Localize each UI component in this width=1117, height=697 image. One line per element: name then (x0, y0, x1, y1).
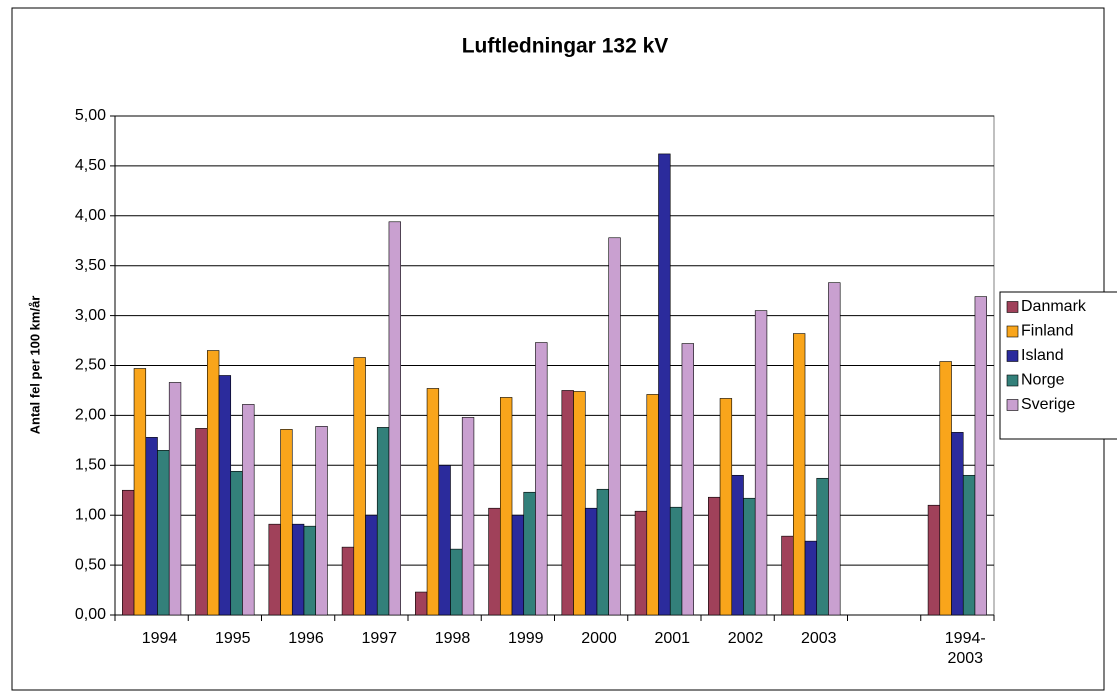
y-tick-label: 4,00 (75, 207, 106, 224)
bar (499, 397, 513, 616)
bar (523, 491, 536, 616)
bar (461, 417, 475, 616)
bar (681, 343, 694, 616)
bar (426, 388, 440, 616)
bar (268, 523, 281, 616)
x-tick-label: 2002 (727, 630, 764, 647)
bar (584, 507, 598, 616)
bar (195, 428, 208, 616)
bar (450, 548, 463, 616)
bar (596, 488, 610, 616)
bar (230, 470, 243, 616)
x-tick-label: 2000 (581, 630, 617, 647)
bar (608, 237, 621, 616)
bar (388, 221, 401, 616)
legend-swatch (1006, 301, 1019, 313)
legend-label: Sverige (1021, 396, 1075, 413)
bar (291, 523, 305, 616)
bar (781, 535, 794, 616)
legend-label: Danmark (1021, 298, 1087, 315)
bar (438, 464, 451, 616)
y-tick-label: 4,50 (75, 157, 106, 174)
legend-label: Norge (1021, 372, 1065, 389)
bar (719, 398, 733, 616)
bar (280, 429, 293, 616)
y-tick-label: 2,50 (75, 357, 106, 374)
legend-label: Finland (1021, 323, 1073, 340)
bar (951, 432, 964, 616)
x-tick-label: 1999 (507, 630, 544, 647)
legend-swatch (1006, 325, 1019, 338)
bar (743, 497, 756, 616)
y-tick-label: 0,00 (75, 606, 106, 623)
y-tick-label: 1,00 (75, 506, 106, 523)
legend-swatch (1006, 374, 1019, 387)
bar (353, 357, 366, 616)
bar (939, 361, 952, 616)
bar (816, 477, 829, 616)
legend-swatch (1006, 399, 1019, 411)
bar (365, 514, 378, 616)
bar (658, 153, 671, 616)
bar (804, 540, 818, 616)
bar (242, 404, 255, 616)
bar (206, 350, 220, 616)
bar (376, 427, 390, 616)
bar (669, 506, 683, 616)
x-tick-label: 2003 (800, 630, 837, 647)
bar (303, 525, 317, 616)
bar (535, 342, 548, 616)
bar (708, 496, 721, 616)
bar (168, 382, 182, 616)
y-tick-label: 1,50 (75, 457, 106, 474)
legend-box (999, 291, 1117, 440)
chart-title: Luftledningar 132 kV (462, 35, 669, 58)
bar (145, 437, 158, 616)
bar (731, 474, 744, 616)
y-tick-label: 2,00 (75, 407, 106, 424)
bar (754, 310, 768, 616)
bar (974, 296, 987, 616)
bar (573, 391, 586, 616)
x-tick-label: 1995 (214, 630, 251, 647)
bar (962, 474, 976, 616)
bar (315, 426, 328, 616)
y-tick-label: 0,50 (75, 556, 106, 573)
bar (122, 489, 135, 616)
bar (488, 507, 501, 616)
bar (927, 504, 941, 616)
x-tick-label: 1994 (141, 630, 178, 647)
y-axis-label: Antal fel per 100 km/år (27, 296, 42, 435)
legend-swatch (1006, 350, 1019, 362)
y-tick-label: 5,00 (75, 107, 106, 124)
bar (828, 282, 841, 616)
bar (415, 591, 428, 616)
x-tick-label: 2001 (654, 630, 691, 647)
bar (511, 514, 525, 616)
bar (133, 368, 147, 616)
x-tick-label: 1998 (434, 630, 471, 647)
bar (218, 375, 232, 616)
legend-label: Island (1021, 347, 1064, 364)
x-tick-label: 1997 (361, 630, 398, 647)
bar (157, 450, 170, 616)
bar (634, 510, 648, 616)
bar (341, 546, 355, 616)
x-tick-label: 1996 (288, 630, 324, 647)
y-tick-label: 3,50 (75, 257, 106, 274)
bar (792, 333, 806, 616)
x-tick-label: 1994- 2003 (944, 630, 986, 667)
bar (561, 390, 574, 616)
bar (646, 394, 659, 616)
y-tick-label: 3,00 (75, 307, 106, 324)
